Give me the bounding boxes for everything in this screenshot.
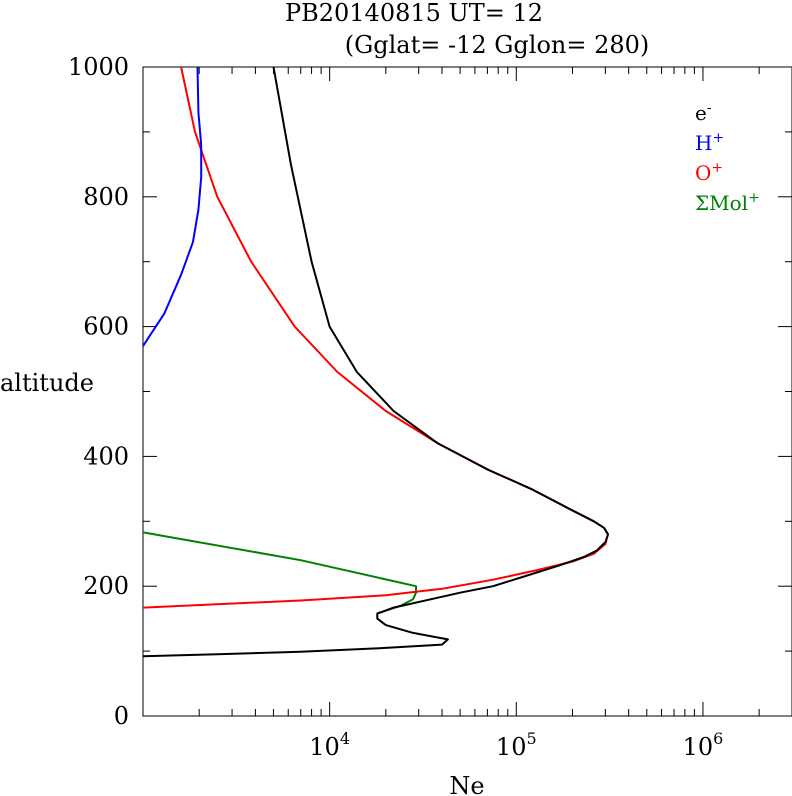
y-tick-label: 0 — [114, 702, 129, 730]
legend-entry-electron: e- — [695, 100, 712, 125]
series-line-electron — [143, 67, 609, 658]
legend-entry-molecular: ΣMol+ — [695, 190, 760, 215]
y-tick-label: 400 — [83, 442, 129, 470]
series-line-oxygen — [143, 67, 609, 609]
legend-entry-hydrogen: H+ — [695, 130, 724, 155]
chart-title: PB20140815 UT= 12 — [285, 0, 543, 27]
x-tick-label: 106 — [683, 729, 724, 761]
chart-subtitle: (Gglat= -12 Gglon= 280) — [345, 31, 650, 59]
y-tick-label: 1000 — [68, 53, 129, 81]
x-tick-label: 104 — [309, 729, 350, 761]
y-tick-label: 200 — [83, 572, 129, 600]
x-axis-label: Ne — [449, 772, 484, 796]
x-tick-label: 105 — [496, 729, 537, 761]
y-tick-label: 800 — [83, 183, 129, 211]
legend-entry-oxygen: O+ — [695, 160, 723, 185]
y-axis-label: altitude — [0, 369, 94, 397]
y-tick-label: 600 — [83, 313, 129, 341]
series-layer — [143, 67, 609, 658]
axis-tick-labels: 0 200 400 600 800 1000 104 105 106 — [68, 53, 723, 761]
series-line-hydrogen — [143, 67, 203, 347]
legend: e- H+ O+ ΣMol+ — [695, 100, 760, 215]
